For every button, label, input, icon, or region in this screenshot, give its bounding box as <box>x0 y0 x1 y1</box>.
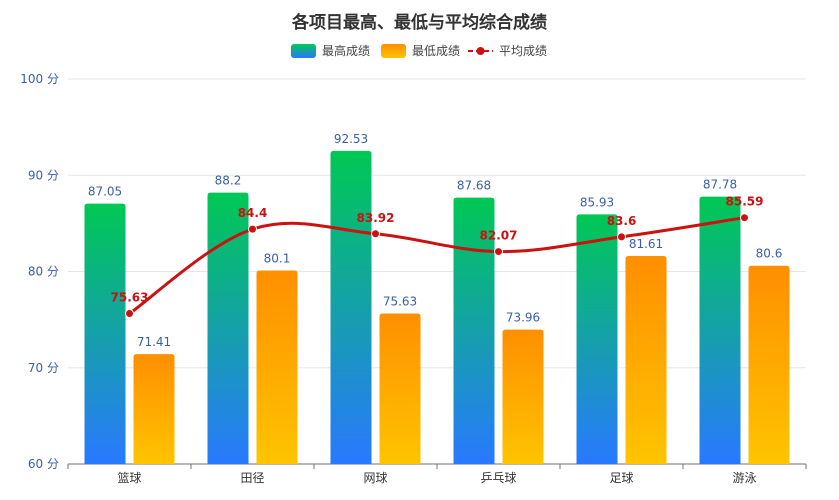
bar-label-lowest: 71.41 <box>137 335 171 349</box>
legend: 最高成绩 最低成绩 平均成绩 <box>291 43 547 58</box>
bar-label-highest: 87.78 <box>703 178 737 192</box>
average-score-point[interactable] <box>617 232 626 242</box>
bar-label-highest: 85.93 <box>580 195 614 209</box>
bar-label-lowest: 75.63 <box>383 295 417 309</box>
legend-swatch-lowest[interactable] <box>381 44 406 58</box>
legend-marker-average <box>476 47 485 55</box>
average-score-label: 84.4 <box>238 206 268 220</box>
bar-lowest-score[interactable] <box>379 313 421 464</box>
bar-label-lowest: 80.6 <box>756 247 783 261</box>
bar-label-lowest: 73.96 <box>506 311 540 325</box>
legend-label-lowest[interactable]: 最低成绩 <box>412 44 460 58</box>
bar-label-highest: 88.2 <box>215 174 242 188</box>
bar-highest-score[interactable] <box>453 197 495 464</box>
bar-label-highest: 87.05 <box>88 185 122 199</box>
average-score-label: 85.59 <box>726 195 764 209</box>
x-tick-label: 网球 <box>363 471 387 485</box>
bar-lowest-score[interactable] <box>133 354 175 464</box>
bar-lowest-score[interactable] <box>748 265 790 464</box>
y-tick-label: 70 分 <box>28 361 59 375</box>
average-score-point[interactable] <box>494 247 503 257</box>
x-tick-label: 田径 <box>240 471 264 485</box>
x-tick-label: 乒乓球 <box>480 471 516 485</box>
y-tick-label: 80 分 <box>28 265 59 279</box>
bars <box>84 150 790 465</box>
average-score-point[interactable] <box>371 229 380 239</box>
legend-label-highest[interactable]: 最高成绩 <box>322 43 370 58</box>
bar-lowest-score[interactable] <box>256 270 298 464</box>
bar-highest-score[interactable] <box>207 192 249 464</box>
average-line-layer <box>125 213 749 319</box>
bar-highest-score[interactable] <box>84 203 126 465</box>
x-tick-label: 游泳 <box>732 471 756 485</box>
average-score-point[interactable] <box>125 309 134 319</box>
bar-label-highest: 87.68 <box>457 179 491 193</box>
bar-highest-score[interactable] <box>330 150 372 464</box>
y-tick-label: 90 分 <box>28 168 59 182</box>
bar-label-highest: 92.53 <box>334 132 368 146</box>
bar-lowest-score[interactable] <box>502 329 544 464</box>
bar-highest-score[interactable] <box>576 214 618 464</box>
average-score-label: 82.07 <box>480 229 518 243</box>
average-score-label: 83.92 <box>357 211 395 225</box>
average-score-point[interactable] <box>248 224 257 234</box>
bar-lowest-score[interactable] <box>625 256 667 464</box>
chart-title: 各项目最高、最低与平均综合成绩 <box>291 12 547 33</box>
average-score-line[interactable] <box>128 216 745 315</box>
average-score-label: 83.6 <box>607 214 637 228</box>
x-tick-label: 篮球 <box>117 470 141 485</box>
average-score-label: 75.63 <box>111 291 149 305</box>
bar-label-lowest: 81.61 <box>629 237 663 251</box>
bar-label-lowest: 80.1 <box>264 252 291 266</box>
y-tick-label: 100 分 <box>20 72 59 86</box>
legend-swatch-highest[interactable] <box>291 44 316 58</box>
x-tick-label: 足球 <box>609 471 633 485</box>
grid <box>68 78 806 369</box>
axes: 60 分 70 分 80 分 90 分 100 分篮球 田径 网球 乒乓球 足球 游泳 <box>20 72 807 485</box>
legend-label-average[interactable]: 平均成绩 <box>499 44 547 58</box>
y-tick-label: 60 分 <box>28 457 59 471</box>
bar-highest-score[interactable] <box>699 196 741 464</box>
data-labels: 87.05 71.41 88.2 80.1 92.53 75.63 87.68 73.96 85… <box>88 132 783 349</box>
average-score-point[interactable] <box>740 213 749 223</box>
